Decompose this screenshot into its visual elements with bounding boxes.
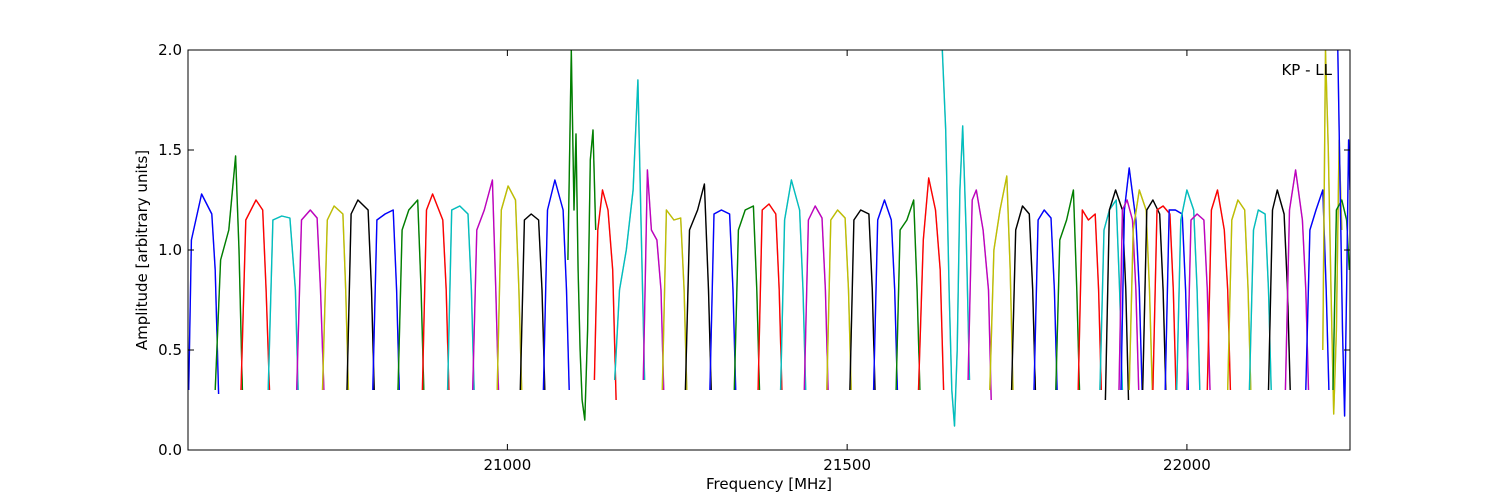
traces-group <box>188 50 1350 427</box>
chart-annotation: KP - LL <box>1281 61 1332 79</box>
series-line-4 <box>296 209 325 391</box>
series-line-15 <box>567 50 597 421</box>
series-line-44 <box>1152 205 1177 391</box>
series-line-10 <box>446 205 475 391</box>
series-line-0 <box>188 193 220 395</box>
series-line-23 <box>757 203 783 391</box>
series-line-48 <box>1206 189 1232 391</box>
series-line-1 <box>214 155 244 391</box>
x-axis-label: Frequency [MHz] <box>706 475 832 493</box>
y-tick-label-3: 1.5 <box>158 141 182 159</box>
x-tick-label-1: 21500 <box>823 456 871 474</box>
series-line-21 <box>709 209 737 391</box>
series-line-2 <box>240 199 271 391</box>
series-line-37 <box>1077 209 1102 391</box>
series-line-5 <box>321 205 350 391</box>
series-line-54 <box>1322 50 1343 415</box>
series-line-52 <box>1284 169 1310 391</box>
series-line-13 <box>519 213 546 391</box>
series-line-29 <box>895 199 921 391</box>
y-axis-label: Amplitude [arbitrary units] <box>133 150 151 350</box>
x-tick-label-2: 22000 <box>1163 456 1211 474</box>
series-line-6 <box>346 199 375 391</box>
series-line-30 <box>917 177 945 391</box>
series-line-41 <box>1118 199 1140 391</box>
series-line-32 <box>967 189 992 401</box>
series-line-11 <box>472 179 500 391</box>
series-line-24 <box>779 179 807 391</box>
series-line-39 <box>1104 189 1130 401</box>
series-line-20 <box>684 183 712 391</box>
series-line-12 <box>496 185 523 391</box>
series-line-40 <box>1120 167 1143 391</box>
y-tick-label-0: 0.0 <box>158 441 182 459</box>
series-line-47 <box>1186 213 1211 391</box>
series-line-42 <box>1128 189 1153 391</box>
series-line-7 <box>372 209 400 391</box>
series-line-45 <box>1164 209 1189 391</box>
series-line-31 <box>941 50 971 427</box>
series-line-22 <box>733 205 761 391</box>
y-tick-label-2: 1.0 <box>158 241 182 259</box>
series-line-28 <box>872 199 899 391</box>
series-line-27 <box>849 209 876 391</box>
series-line-50 <box>1248 209 1272 391</box>
series-line-56 <box>1337 50 1350 417</box>
series-line-34 <box>1010 205 1037 391</box>
x-tick-label-0: 21000 <box>484 456 532 474</box>
series-line-18 <box>642 169 665 391</box>
series-line-33 <box>989 175 1014 391</box>
series-line-16 <box>593 189 617 401</box>
ticks-group: 21000 21500 22000 0.0 0.5 1.0 1.5 2.0 <box>158 41 1350 474</box>
series-line-46 <box>1176 189 1201 391</box>
series-line-19 <box>661 209 688 391</box>
series-line-35 <box>1033 209 1058 391</box>
series-line-25 <box>803 205 829 391</box>
series-line-14 <box>542 179 570 391</box>
series-line-53 <box>1305 189 1330 391</box>
series-line-49 <box>1227 199 1252 391</box>
series-line-43 <box>1142 199 1167 391</box>
series-line-36 <box>1055 189 1081 391</box>
y-tick-label-4: 2.0 <box>158 41 182 59</box>
y-tick-label-1: 0.5 <box>158 341 182 359</box>
series-line-9 <box>421 193 450 391</box>
series-line-3 <box>267 215 299 391</box>
series-line-26 <box>826 209 852 391</box>
series-line-8 <box>397 199 425 391</box>
series-line-17 <box>614 79 646 381</box>
